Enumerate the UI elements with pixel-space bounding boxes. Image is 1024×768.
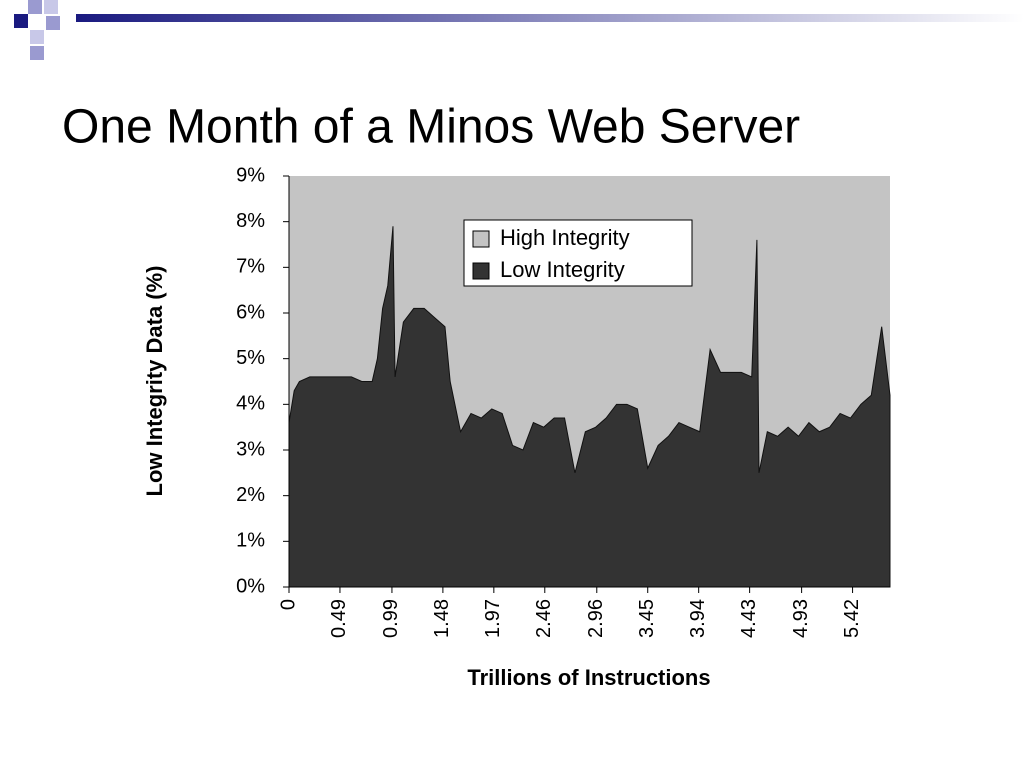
slide-title: One Month of a Minos Web Server	[62, 101, 800, 154]
legend-swatch	[472, 230, 490, 248]
low-integrity-area	[288, 226, 891, 588]
y-tick-label: 0%	[236, 575, 265, 597]
x-tick-label: 0.99	[380, 599, 402, 638]
y-tick-label: 5%	[236, 347, 265, 369]
y-tick-label: 6%	[236, 301, 265, 323]
x-tick-label: 1.97	[482, 599, 504, 638]
legend-label: Low Integrity	[500, 257, 625, 282]
y-tick-label: 8%	[236, 210, 265, 232]
x-tick-label: 0	[277, 599, 299, 610]
x-axis-title: Trillions of Instructions	[467, 665, 710, 690]
y-tick-label: 9%	[236, 164, 265, 186]
slide-decoration	[14, 0, 1024, 60]
legend-box	[463, 219, 693, 287]
x-tick-label: 4.93	[790, 599, 812, 638]
x-tick-label: 3.94	[687, 599, 709, 638]
x-tick-label: 5.42	[841, 599, 863, 638]
x-tick-label: 4.43	[738, 599, 760, 638]
legend-label: High Integrity	[500, 225, 630, 250]
y-tick-label: 4%	[236, 393, 265, 415]
legend-swatch	[472, 262, 490, 280]
x-tick-label: 0.49	[328, 599, 350, 638]
y-tick-label: 2%	[236, 484, 265, 506]
x-tick-label: 1.48	[431, 599, 453, 638]
y-axis-title: Low Integrity Data (%)	[142, 265, 167, 496]
x-tick-label: 2.46	[533, 599, 555, 638]
y-tick-label: 3%	[236, 438, 265, 460]
x-tick-label: 3.45	[636, 599, 658, 638]
legend: High Integrity Low Integrity	[463, 219, 693, 287]
y-tick-label: 1%	[236, 530, 265, 552]
y-tick-label: 7%	[236, 256, 265, 278]
x-tick-label: 2.96	[585, 599, 607, 638]
